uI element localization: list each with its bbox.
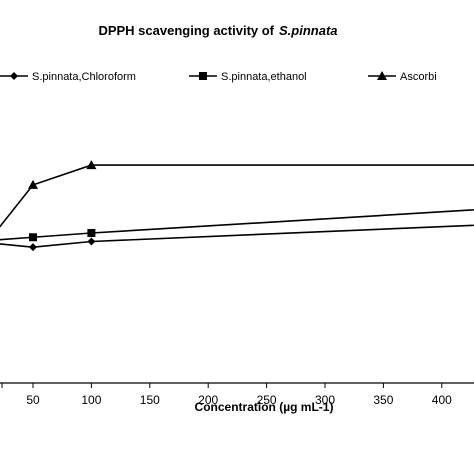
- x-axis-ticks: 50 100 150 200 250 300 350 400: [1, 383, 452, 407]
- x-tick-label: 50: [26, 393, 40, 407]
- chart-title-species: S.pinnata: [279, 23, 338, 38]
- legend-label: S.pinnata,Chloroform: [32, 71, 136, 83]
- chart-title-main: DPPH scavenging activity of: [98, 23, 274, 38]
- legend: S.pinnata,Chloroform S.pinnata,ethanol Asc…: [0, 71, 437, 83]
- data-point: [29, 243, 37, 252]
- legend-label: Ascorbi: [400, 71, 437, 83]
- legend-item: S.pinnata,ethanol: [189, 71, 307, 83]
- legend-item: S.pinnata,Chloroform: [0, 71, 136, 83]
- legend-marker: [199, 72, 207, 80]
- chart-title: DPPH scavenging activity of S.pinnata: [98, 23, 337, 38]
- series-2: [0, 209, 474, 242]
- series-line: [0, 224, 474, 248]
- x-axis-label: Concentration (µg mL-1): [195, 400, 334, 414]
- data-point: [87, 237, 96, 246]
- data-point: [28, 179, 38, 189]
- series-line: [0, 209, 474, 241]
- x-tick-label: 200: [198, 393, 218, 407]
- data-point: [87, 229, 96, 238]
- data-point: [86, 160, 97, 170]
- series-1: [0, 224, 474, 252]
- x-tick-label: 250: [257, 393, 277, 407]
- data-point: [29, 233, 37, 242]
- series-3: [0, 160, 474, 228]
- x-tick-label: 300: [315, 393, 335, 407]
- x-tick-label: 150: [140, 393, 160, 407]
- x-tick-label: 100: [81, 393, 101, 407]
- legend-label: S.pinnata,ethanol: [221, 71, 307, 83]
- series-layer: [0, 160, 474, 252]
- legend-marker: [377, 71, 387, 80]
- legend-item: Ascorbi: [368, 71, 437, 83]
- series-line: [0, 164, 474, 228]
- x-tick-label: 350: [373, 393, 393, 407]
- x-tick-label: 400: [432, 393, 452, 407]
- legend-marker: [10, 72, 18, 80]
